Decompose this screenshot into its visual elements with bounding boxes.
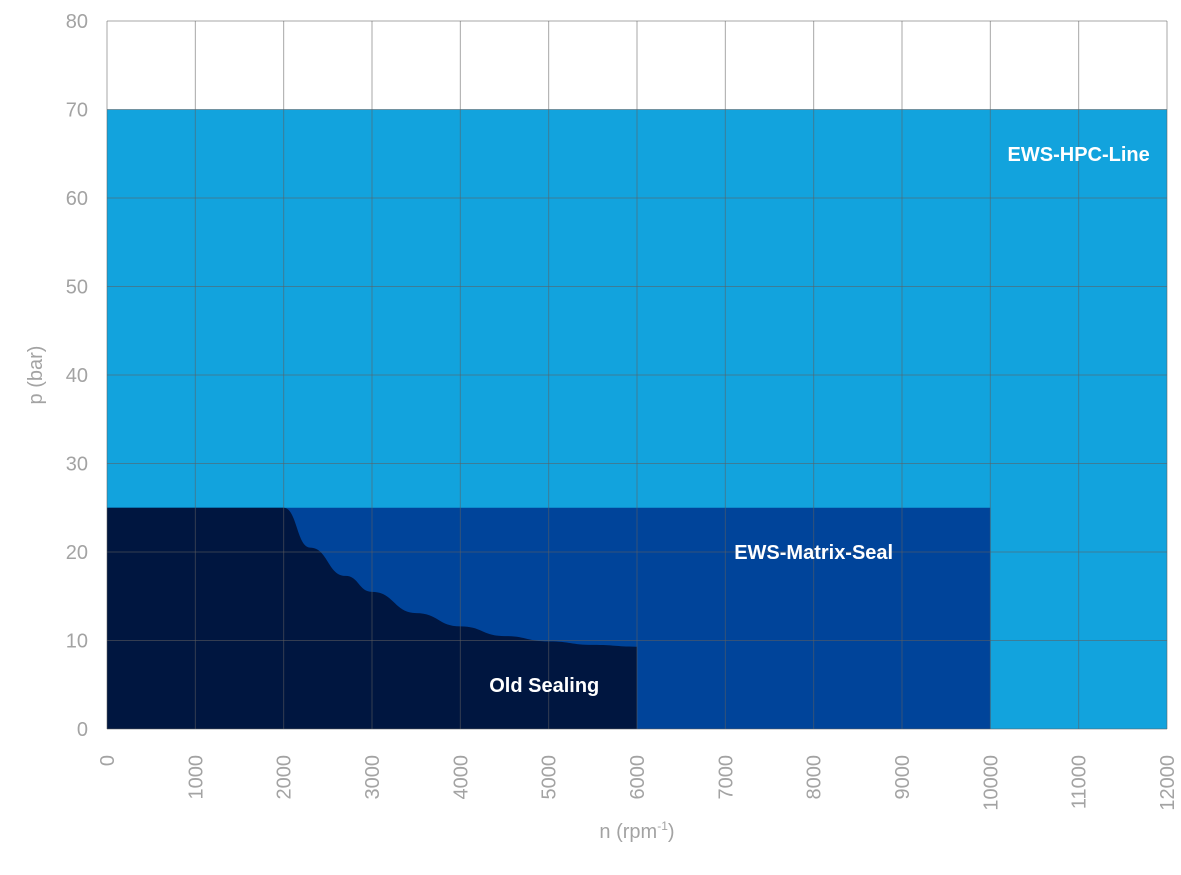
label-ews-hpc-line: EWS-HPC-Line [1008, 144, 1150, 166]
y-tick-label: 80 [66, 11, 88, 33]
x-tick-label: 12000 [1157, 755, 1179, 811]
y-tick-label: 0 [77, 719, 88, 741]
x-tick-label: 6000 [627, 755, 649, 800]
y-tick-label: 30 [66, 454, 88, 476]
x-tick-label: 0 [97, 755, 119, 766]
y-tick-label: 70 [66, 100, 88, 122]
x-tick-label: 2000 [274, 755, 296, 800]
x-tick-label: 4000 [450, 755, 472, 800]
x-axis-title-superscript: -1 [657, 819, 668, 833]
label-old-sealing: Old Sealing [489, 675, 599, 697]
region-labels-layer: EWS-HPC-Line EWS-Matrix-Seal Old Sealing [489, 144, 1150, 697]
x-tick-label: 9000 [892, 755, 914, 800]
y-tick-label: 50 [66, 277, 88, 299]
x-tick-label: 11000 [1069, 755, 1091, 809]
y-tick-labels: 0 10 20 30 40 50 60 70 80 [66, 11, 88, 741]
y-tick-label: 60 [66, 188, 88, 210]
y-tick-label: 10 [66, 631, 88, 653]
y-tick-label: 40 [66, 365, 88, 387]
x-tick-labels: 0 1000 2000 3000 4000 5000 6000 7000 8000 9000 100… [97, 755, 1179, 811]
label-ews-matrix-seal: EWS-Matrix-Seal [734, 542, 893, 564]
y-tick-label: 20 [66, 542, 88, 564]
grid-layer [106, 20, 1168, 730]
x-axis-title-main: n (rpm [599, 821, 657, 843]
x-axis-title-close: ) [668, 821, 675, 843]
x-tick-label: 3000 [362, 755, 384, 800]
y-axis-title: p (bar) [25, 346, 47, 405]
x-tick-label: 5000 [539, 755, 561, 800]
x-tick-label: 7000 [715, 755, 737, 800]
x-tick-label: 8000 [804, 755, 826, 800]
x-tick-label: 1000 [185, 755, 207, 800]
x-axis-title: n (rpm-1) [599, 819, 674, 843]
x-tick-label: 10000 [980, 755, 1002, 811]
